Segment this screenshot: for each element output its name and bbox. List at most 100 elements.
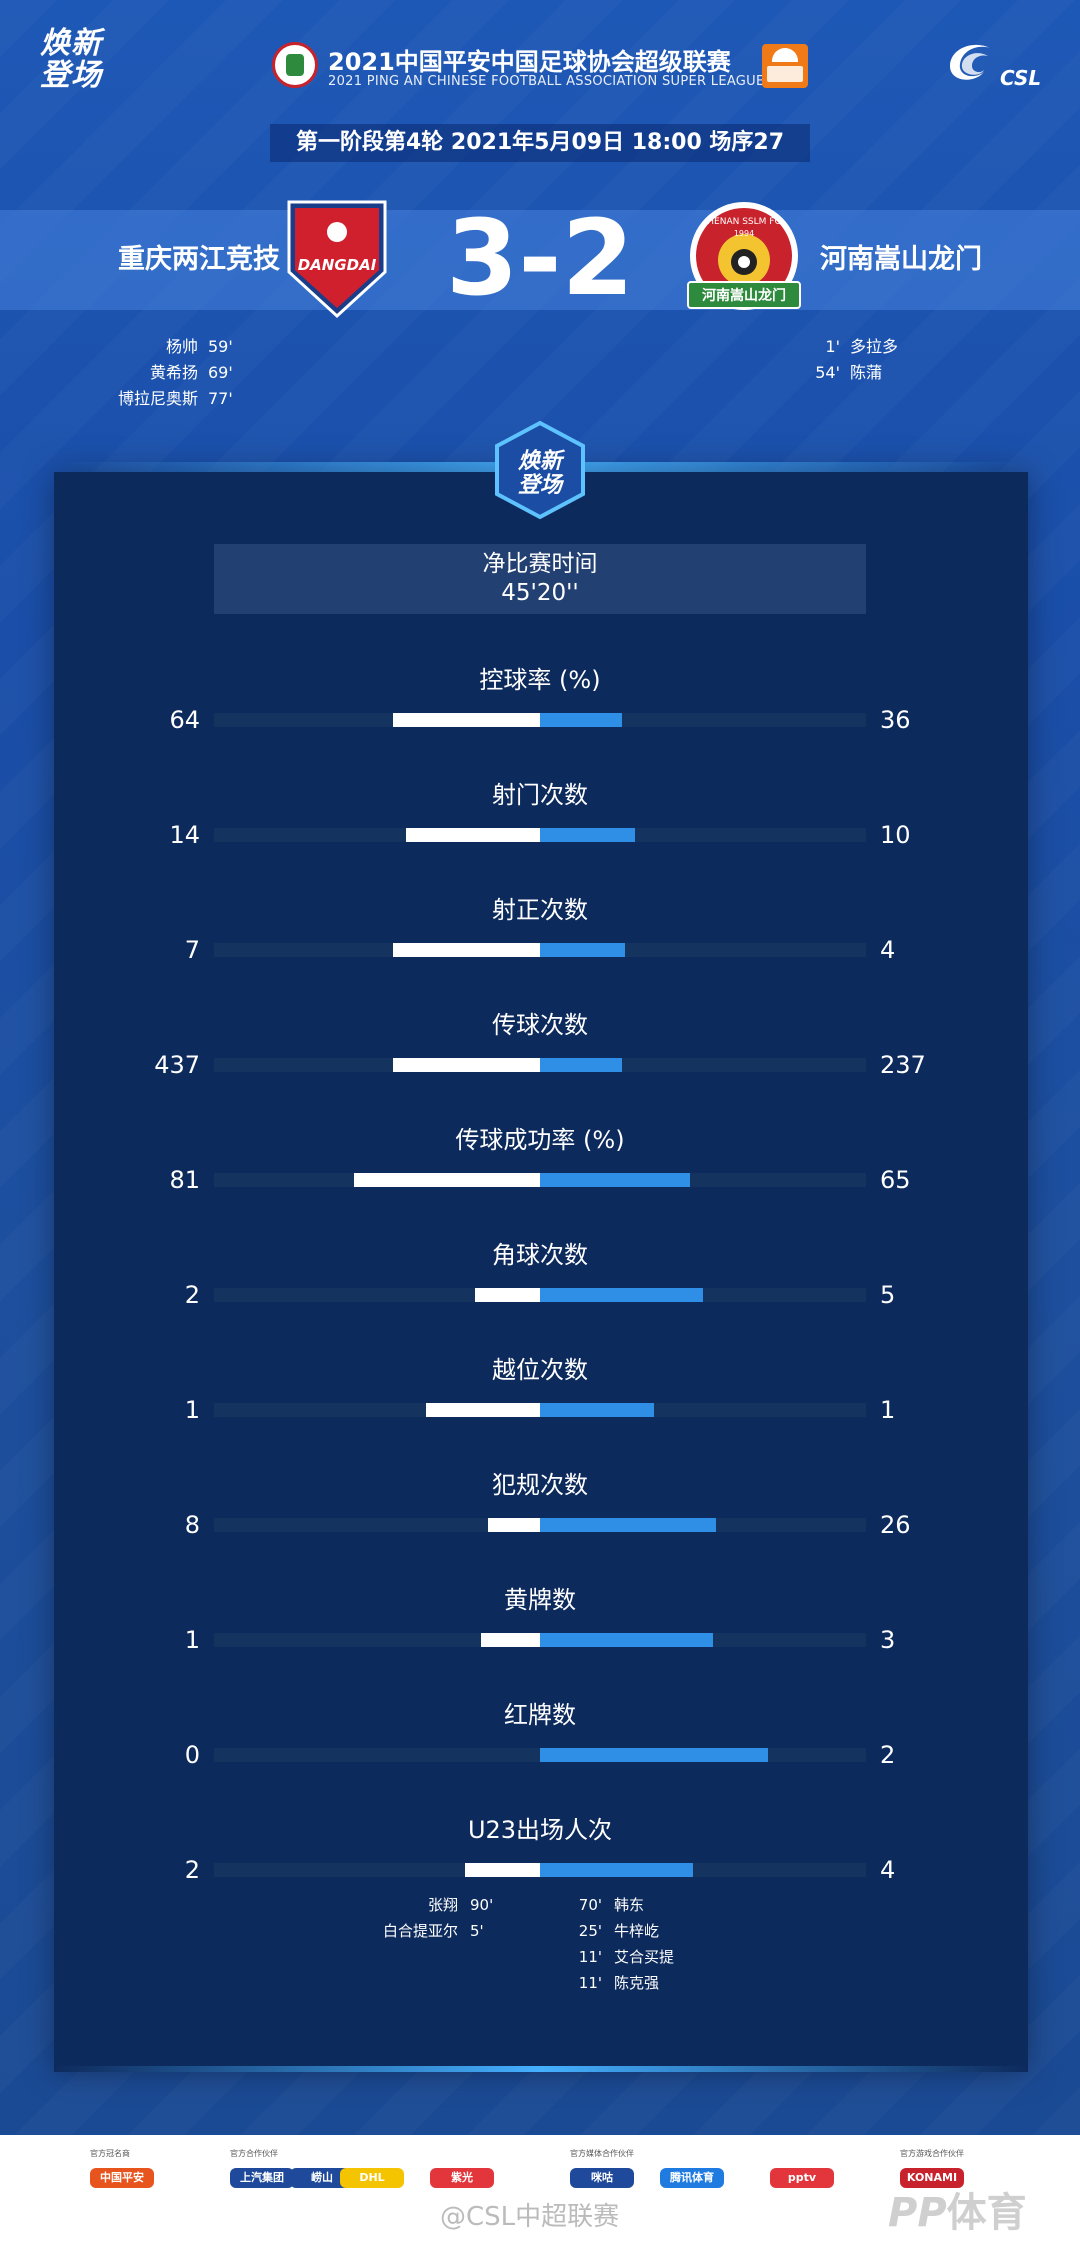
goal-minute: 54' bbox=[815, 363, 840, 382]
u23-minute: 11' bbox=[578, 1948, 602, 1966]
away-stat-bar bbox=[540, 1403, 654, 1417]
stat-label: 越位次数 bbox=[492, 1356, 588, 1384]
away-crest-text: 河南嵩山龙门 bbox=[702, 287, 786, 304]
home-goal-row: 黄希扬 69' bbox=[118, 360, 242, 386]
home-stat-bar bbox=[393, 1058, 540, 1072]
sponsor-footer bbox=[0, 2135, 1080, 2242]
home-stat-value: 2 bbox=[184, 1856, 200, 1884]
home-team-crest-icon: DANGDAI bbox=[287, 200, 387, 319]
net-time-box bbox=[214, 544, 866, 614]
stat-label: 射门次数 bbox=[492, 781, 588, 809]
u23-player-name: 艾合买提 bbox=[614, 1948, 675, 1966]
sponsor-category-label: 官方游戏合作伙伴 bbox=[900, 2149, 964, 2158]
stats-panel bbox=[54, 472, 1028, 2072]
home-goal-row: 博拉尼奥斯 77' bbox=[118, 386, 242, 412]
scorer-name: 杨帅 bbox=[165, 337, 198, 356]
home-stat-bar bbox=[354, 1173, 540, 1187]
stat-label: 传球次数 bbox=[492, 1011, 588, 1039]
csl-logo-text: CSL bbox=[1000, 66, 1042, 90]
home-stat-value: 437 bbox=[154, 1051, 200, 1079]
away-stat-bar bbox=[540, 1863, 693, 1877]
stat-label: 射正次数 bbox=[492, 896, 588, 924]
away-stat-bar bbox=[540, 713, 622, 727]
away-stat-bar bbox=[540, 1748, 768, 1762]
stat-label: 黄牌数 bbox=[504, 1586, 576, 1614]
home-stat-bar bbox=[426, 1403, 540, 1417]
sponsor-category-label: 官方冠名商 bbox=[90, 2149, 130, 2158]
home-stat-value: 0 bbox=[184, 1741, 200, 1769]
sponsor-logo[interactable]: pptv bbox=[770, 2168, 834, 2188]
hex-badge-line-2: 登场 bbox=[517, 473, 562, 498]
sponsor-category-label: 官方媒体合作伙伴 bbox=[570, 2149, 634, 2158]
home-stat-value: 1 bbox=[184, 1626, 200, 1654]
home-stat-bar bbox=[465, 1863, 540, 1877]
away-stat-value: 4 bbox=[880, 936, 896, 964]
away-goal-row: 54' 陈蒲 bbox=[804, 360, 898, 386]
u23-home-row: 白合提亚尔 5' bbox=[383, 1918, 496, 1944]
ptv-icon: PP bbox=[888, 2190, 947, 2236]
home-stat-value: 7 bbox=[184, 936, 200, 964]
u23-minute: 70' bbox=[578, 1896, 602, 1914]
sponsor-logo[interactable]: KONAMI bbox=[900, 2168, 964, 2188]
panel-bottom-glow bbox=[54, 2066, 1028, 2072]
home-stat-value: 64 bbox=[169, 706, 200, 734]
home-stat-bar bbox=[393, 943, 540, 957]
home-goal-list: 杨帅 59' 黄希扬 69' 博拉尼奥斯 77' bbox=[118, 334, 242, 412]
sponsor-logo[interactable]: 上汽集团 bbox=[230, 2168, 294, 2188]
u23-player-name: 白合提亚尔 bbox=[382, 1922, 458, 1940]
cfa-emblem-icon bbox=[272, 42, 318, 88]
stat-label: 犯规次数 bbox=[492, 1471, 588, 1499]
away-team-crest-icon: 河南嵩山龙门 HENAN SSLM FC 1994 bbox=[687, 202, 801, 310]
u23-player-name: 陈克强 bbox=[614, 1974, 660, 1992]
home-team-name: 重庆两江竞技 bbox=[118, 244, 280, 275]
away-stat-value: 3 bbox=[880, 1626, 896, 1654]
campaign-hex-badge-icon bbox=[495, 420, 585, 520]
home-stat-value: 81 bbox=[169, 1166, 200, 1194]
away-stat-value: 237 bbox=[880, 1051, 926, 1079]
u23-away-row: 11' 陈克强 bbox=[572, 1970, 674, 1996]
away-stat-bar bbox=[540, 1058, 622, 1072]
away-stat-value: 10 bbox=[880, 821, 911, 849]
u23-home-row: 张翔 90' bbox=[383, 1892, 496, 1918]
sponsor-logo[interactable]: 紫光 bbox=[430, 2168, 494, 2188]
stat-label: 控球率 (%) bbox=[479, 666, 601, 694]
away-team-name: 河南嵩山龙门 bbox=[820, 244, 982, 275]
away-stat-value: 5 bbox=[880, 1281, 896, 1309]
home-crest-text: DANGDAI bbox=[298, 256, 377, 274]
sponsor-logo[interactable]: 中国平安 bbox=[90, 2168, 154, 2188]
u23-player-name: 牛梓屹 bbox=[614, 1922, 660, 1940]
away-crest-year: 1994 bbox=[734, 229, 754, 238]
u23-player-name: 张翔 bbox=[427, 1896, 458, 1914]
sponsor-logo[interactable]: DHL bbox=[340, 2168, 404, 2188]
ptv-text: 体育 bbox=[946, 2190, 1027, 2236]
sponsor-badge-icon bbox=[762, 44, 808, 88]
u23-away-row: 25' 牛梓屹 bbox=[572, 1918, 674, 1944]
sponsor-logo[interactable]: 崂山 bbox=[290, 2168, 354, 2188]
net-time-label: 净比赛时间 bbox=[482, 551, 598, 577]
weibo-watermark: @CSL中超联赛 bbox=[440, 2202, 620, 2232]
sponsor-logo[interactable]: 腾讯体育 bbox=[660, 2168, 724, 2188]
u23-away-row: 11' 艾合买提 bbox=[572, 1944, 674, 1970]
scorer-name: 陈蒲 bbox=[850, 363, 883, 382]
campaign-brand-logo: 焕新 登场 bbox=[40, 28, 130, 98]
away-stat-value: 36 bbox=[880, 706, 911, 734]
away-stat-bar bbox=[540, 943, 625, 957]
home-stat-value: 14 bbox=[169, 821, 200, 849]
sponsor-logo[interactable]: 咪咕 bbox=[570, 2168, 634, 2188]
csl-logo-icon bbox=[950, 44, 990, 80]
net-time-value: 45'20'' bbox=[501, 580, 579, 606]
goal-minute: 59' bbox=[208, 337, 233, 356]
home-stat-bar bbox=[406, 828, 540, 842]
round-info-bar bbox=[270, 124, 810, 162]
scorer-name: 黄希扬 bbox=[149, 363, 198, 382]
goal-minute: 77' bbox=[208, 389, 233, 408]
u23-minute: 11' bbox=[578, 1974, 602, 1992]
away-stat-value: 26 bbox=[880, 1511, 911, 1539]
brand-line-2: 登场 bbox=[40, 58, 102, 93]
home-goal-row: 杨帅 59' bbox=[118, 334, 242, 360]
hex-badge-text: 焕新 登场 bbox=[494, 450, 586, 498]
home-stat-value: 1 bbox=[184, 1396, 200, 1424]
u23-away-list: 70' 韩东 25' 牛梓屹 11' 艾合买提 11' 陈克强 bbox=[572, 1892, 674, 1996]
away-stat-bar bbox=[540, 1633, 713, 1647]
hex-badge-line-1: 焕新 bbox=[517, 449, 562, 474]
